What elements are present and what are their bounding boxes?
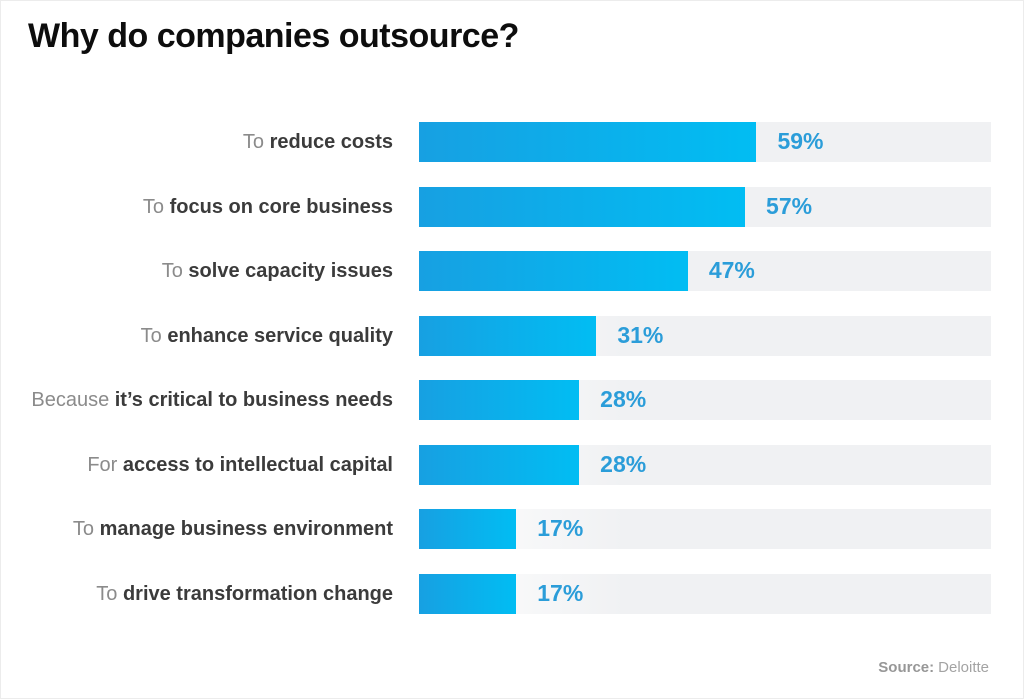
category-label: For access to intellectual capital	[29, 445, 393, 485]
bar-track: 47%	[419, 251, 991, 291]
bar-track: 17%	[419, 573, 991, 614]
table-row: To enhance service quality 31%	[29, 315, 991, 356]
table-row: To reduce costs 59%	[29, 122, 991, 162]
category-prefix: To	[161, 260, 189, 282]
bar-fill	[419, 315, 597, 356]
bar-track: 28%	[419, 444, 991, 485]
value-label: 17%	[537, 579, 584, 606]
category-prefix: To	[140, 324, 168, 347]
category-prefix: To	[72, 518, 100, 540]
category-main: focus on core business	[169, 195, 393, 218]
value-label: 59%	[777, 127, 824, 154]
category-prefix: For	[87, 453, 123, 476]
bar-fill	[419, 573, 517, 614]
table-row: To solve capacity issues 47%	[29, 251, 991, 291]
bar-fill	[419, 509, 517, 549]
value-label: 31%	[617, 321, 664, 348]
source-value: Deloitte	[938, 659, 989, 676]
category-label: Because it’s critical to business needs	[29, 380, 393, 420]
table-row: To drive transformation change 17%	[29, 573, 991, 614]
chart-title: Why do companies outsource?	[28, 17, 519, 55]
table-row: To manage business environment 17%	[29, 509, 991, 549]
category-main: reduce costs	[269, 131, 393, 153]
category-label: To reduce costs	[29, 122, 393, 162]
category-prefix: To	[242, 131, 270, 153]
value-label: 47%	[708, 256, 755, 283]
table-row: Because it’s critical to business needs …	[29, 380, 991, 420]
value-label: 17%	[537, 514, 584, 541]
value-label: 28%	[600, 385, 647, 412]
table-row: For access to intellectual capital 28%	[29, 444, 991, 485]
category-prefix: To	[96, 582, 123, 605]
bar-fill	[419, 122, 757, 162]
bar-track: 17%	[419, 509, 991, 549]
bar-fill	[419, 186, 746, 227]
category-main: access to intellectual capital	[122, 453, 393, 476]
source-label: Source:	[878, 659, 935, 676]
category-main: drive transformation change	[122, 582, 393, 605]
category-main: solve capacity issues	[188, 260, 393, 282]
category-label: To solve capacity issues	[29, 251, 393, 291]
category-prefix: To	[142, 195, 170, 218]
category-main: manage business environment	[99, 518, 393, 540]
category-main: it’s critical to business needs	[114, 389, 393, 411]
category-label: To focus on core business	[29, 187, 393, 227]
bar-track: 57%	[419, 186, 991, 227]
bar-fill	[419, 444, 580, 485]
bar-track: 59%	[419, 122, 991, 162]
category-main: enhance service quality	[167, 324, 393, 347]
bar-fill	[419, 380, 580, 420]
table-row: To focus on core business 57%	[29, 186, 991, 227]
category-prefix: Because	[31, 389, 115, 411]
category-label: To manage business environment	[29, 509, 393, 549]
bar-track: 28%	[419, 380, 991, 420]
value-label: 28%	[600, 450, 647, 477]
source-note: Source: Deloitte	[878, 659, 989, 676]
bar-chart: To reduce costs 59% To focus on core bus…	[29, 122, 991, 614]
bar-track: 31%	[419, 315, 991, 356]
bar-fill	[419, 251, 688, 291]
category-label: To drive transformation change	[29, 574, 393, 614]
category-label: To enhance service quality	[29, 316, 393, 356]
value-label: 57%	[766, 192, 813, 219]
